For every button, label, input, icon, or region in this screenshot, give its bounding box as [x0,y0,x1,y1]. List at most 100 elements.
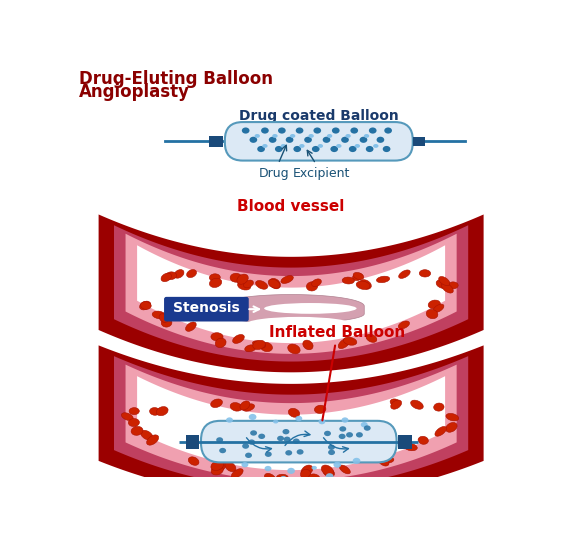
Ellipse shape [350,128,358,133]
Ellipse shape [128,419,139,427]
Ellipse shape [353,272,364,280]
Ellipse shape [360,137,367,143]
Ellipse shape [311,466,317,470]
Ellipse shape [233,334,244,344]
Ellipse shape [369,128,377,133]
Ellipse shape [332,128,340,133]
Bar [413,137,425,146]
Ellipse shape [211,461,224,471]
Ellipse shape [344,337,357,345]
Polygon shape [114,225,468,362]
Text: Drug-Eluting Balloon: Drug-Eluting Balloon [78,70,273,88]
Ellipse shape [327,134,332,138]
Ellipse shape [303,479,310,485]
Ellipse shape [219,448,226,453]
Polygon shape [137,376,445,470]
Ellipse shape [264,473,277,484]
Ellipse shape [129,407,139,415]
Ellipse shape [187,270,197,278]
Ellipse shape [265,451,272,457]
Ellipse shape [216,437,223,443]
Ellipse shape [301,465,313,476]
Ellipse shape [280,476,287,481]
Ellipse shape [399,270,410,278]
Ellipse shape [294,146,301,152]
Ellipse shape [260,343,273,352]
Ellipse shape [373,144,378,148]
Ellipse shape [339,426,346,431]
Ellipse shape [272,134,278,138]
Ellipse shape [296,128,303,133]
Ellipse shape [331,146,338,152]
Ellipse shape [231,468,243,478]
Ellipse shape [288,344,300,354]
Text: Blood vessel: Blood vessel [237,199,345,214]
Ellipse shape [273,420,278,423]
Bar [186,435,199,449]
Ellipse shape [156,407,168,416]
Ellipse shape [309,474,320,481]
Ellipse shape [287,468,295,474]
Ellipse shape [308,134,314,138]
Ellipse shape [174,270,184,278]
Ellipse shape [282,429,290,434]
Ellipse shape [226,418,233,423]
Ellipse shape [253,340,265,349]
Text: Excipient: Excipient [293,151,350,180]
Ellipse shape [131,427,143,435]
Ellipse shape [353,458,361,464]
Ellipse shape [257,146,265,152]
Ellipse shape [283,437,291,442]
Text: Stenosis: Stenosis [173,301,240,315]
Ellipse shape [277,436,284,441]
Ellipse shape [186,322,197,331]
Ellipse shape [281,276,293,284]
Ellipse shape [318,144,323,148]
Ellipse shape [304,137,312,143]
Ellipse shape [366,334,377,343]
FancyBboxPatch shape [225,122,413,161]
Ellipse shape [377,276,390,282]
Ellipse shape [315,405,326,413]
Ellipse shape [354,144,360,148]
Ellipse shape [277,474,289,481]
Ellipse shape [237,281,250,290]
Ellipse shape [249,137,257,143]
Ellipse shape [250,430,257,436]
Ellipse shape [312,279,321,287]
Ellipse shape [152,311,166,319]
Ellipse shape [245,452,252,458]
Ellipse shape [323,469,335,477]
Ellipse shape [243,404,254,411]
Ellipse shape [378,456,389,466]
Ellipse shape [161,273,172,281]
Ellipse shape [149,407,160,415]
Ellipse shape [252,341,266,348]
Ellipse shape [140,301,151,310]
Ellipse shape [303,340,313,350]
Ellipse shape [366,146,374,152]
Ellipse shape [230,273,242,282]
Ellipse shape [265,466,272,471]
Ellipse shape [141,430,153,440]
Ellipse shape [210,278,222,287]
Ellipse shape [248,440,255,445]
Ellipse shape [324,431,331,436]
Ellipse shape [262,144,268,148]
Ellipse shape [382,457,394,463]
Ellipse shape [345,134,351,138]
Ellipse shape [438,277,450,286]
Ellipse shape [214,463,225,472]
Ellipse shape [353,273,362,280]
Ellipse shape [295,416,302,421]
Polygon shape [137,245,445,343]
Ellipse shape [411,400,423,410]
Ellipse shape [241,462,248,467]
Polygon shape [218,295,364,323]
Ellipse shape [338,338,350,348]
Ellipse shape [436,280,449,288]
Ellipse shape [278,128,286,133]
Ellipse shape [340,465,350,474]
Ellipse shape [269,137,277,143]
Ellipse shape [428,300,440,309]
